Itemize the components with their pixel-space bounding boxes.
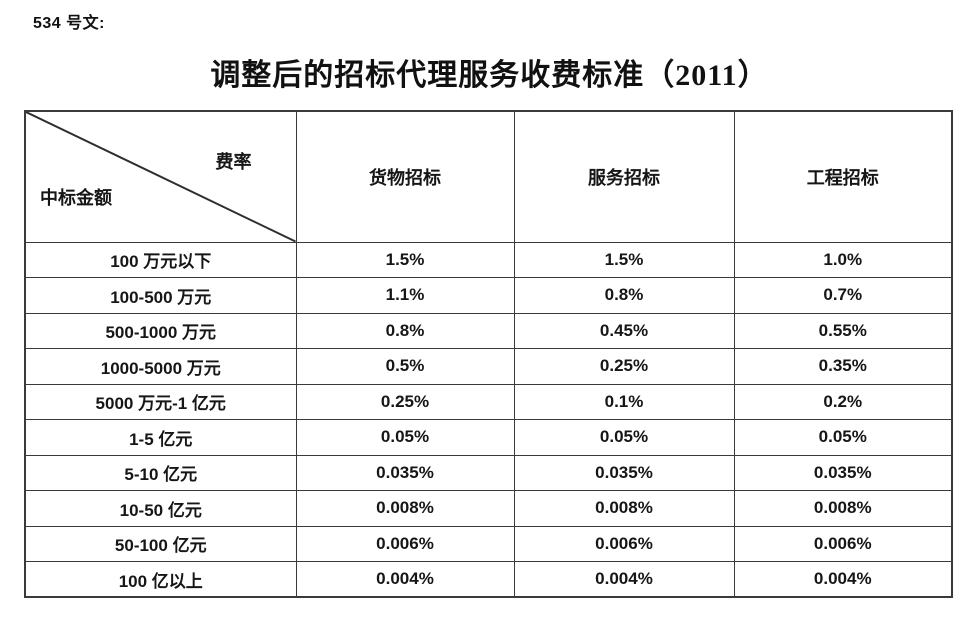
fee-value: 0.004% [295,561,515,598]
fee-value: 0.5% [295,348,515,385]
table-row: 5000 万元-1 亿元 0.25% 0.1% 0.2% [24,383,953,420]
table-row: 1-5 亿元 0.05% 0.05% 0.05% [24,419,953,456]
row-label: 50-100 亿元 [24,525,297,562]
column-header-service-bidding: 服务招标 [513,110,735,243]
fee-table: 费率 中标金额 货物招标 服务招标 工程招标 100 万元以下 1.5% 1.5… [24,110,953,598]
fee-value: 0.006% [513,525,735,562]
fee-value: 0.035% [513,454,735,491]
fee-value: 0.1% [513,383,735,420]
fee-value: 0.035% [733,454,953,491]
fee-value: 1.5% [295,241,515,278]
fee-value: 0.006% [295,525,515,562]
row-label: 100 亿以上 [24,561,297,598]
fee-value: 0.2% [733,383,953,420]
row-label: 5000 万元-1 亿元 [24,383,297,420]
fee-value: 0.8% [513,277,735,314]
column-header-engineering-bidding: 工程招标 [733,110,953,243]
page-title: 调整后的招标代理服务收费标准（2011） [210,59,769,92]
fee-value: 0.008% [513,490,735,527]
fee-value: 0.008% [733,490,953,527]
fee-value: 0.25% [295,383,515,420]
column-header-goods-bidding: 货物招标 [295,110,515,243]
fee-value: 0.035% [295,454,515,491]
fee-value: 0.7% [733,277,953,314]
row-label: 1000-5000 万元 [24,348,297,385]
corner-label-bid-amount: 中标金额 [40,187,112,208]
fee-value: 0.006% [733,525,953,562]
table-row: 100 亿以上 0.004% 0.004% 0.004% [24,561,953,598]
row-label: 1-5 亿元 [24,419,297,456]
table-row: 10-50 亿元 0.008% 0.008% 0.008% [24,490,953,527]
corner-header-cell: 费率 中标金额 [24,110,297,243]
row-label: 100-500 万元 [24,277,297,314]
table-row: 1000-5000 万元 0.5% 0.25% 0.35% [24,348,953,385]
fee-value: 1.5% [513,241,735,278]
table-row: 50-100 亿元 0.006% 0.006% 0.006% [24,525,953,562]
fee-value: 1.1% [295,277,515,314]
row-label: 500-1000 万元 [24,312,297,349]
table-row: 500-1000 万元 0.8% 0.45% 0.55% [24,312,953,349]
document-number: 534 号文: [33,15,105,32]
fee-value: 0.05% [513,419,735,456]
fee-value: 0.008% [295,490,515,527]
fee-value: 0.35% [733,348,953,385]
fee-value: 0.55% [733,312,953,349]
corner-label-fee-rate: 费率 [215,152,252,172]
fee-value: 0.25% [513,348,735,385]
table-header-row: 费率 中标金额 货物招标 服务招标 工程招标 [24,110,953,243]
diagonal-divider-line [26,112,295,241]
fee-value: 0.45% [513,312,735,349]
table-row: 5-10 亿元 0.035% 0.035% 0.035% [24,454,953,491]
fee-value: 0.05% [733,419,953,456]
table-row: 100-500 万元 1.1% 0.8% 0.7% [24,277,953,314]
table-row: 100 万元以下 1.5% 1.5% 1.0% [24,241,953,278]
row-label: 5-10 亿元 [24,454,297,491]
row-label: 100 万元以下 [24,241,297,278]
row-label: 10-50 亿元 [24,490,297,527]
fee-value: 1.0% [733,241,953,278]
fee-value: 0.004% [513,561,735,598]
fee-value: 0.004% [733,561,953,598]
fee-value: 0.8% [295,312,515,349]
fee-value: 0.05% [295,419,515,456]
